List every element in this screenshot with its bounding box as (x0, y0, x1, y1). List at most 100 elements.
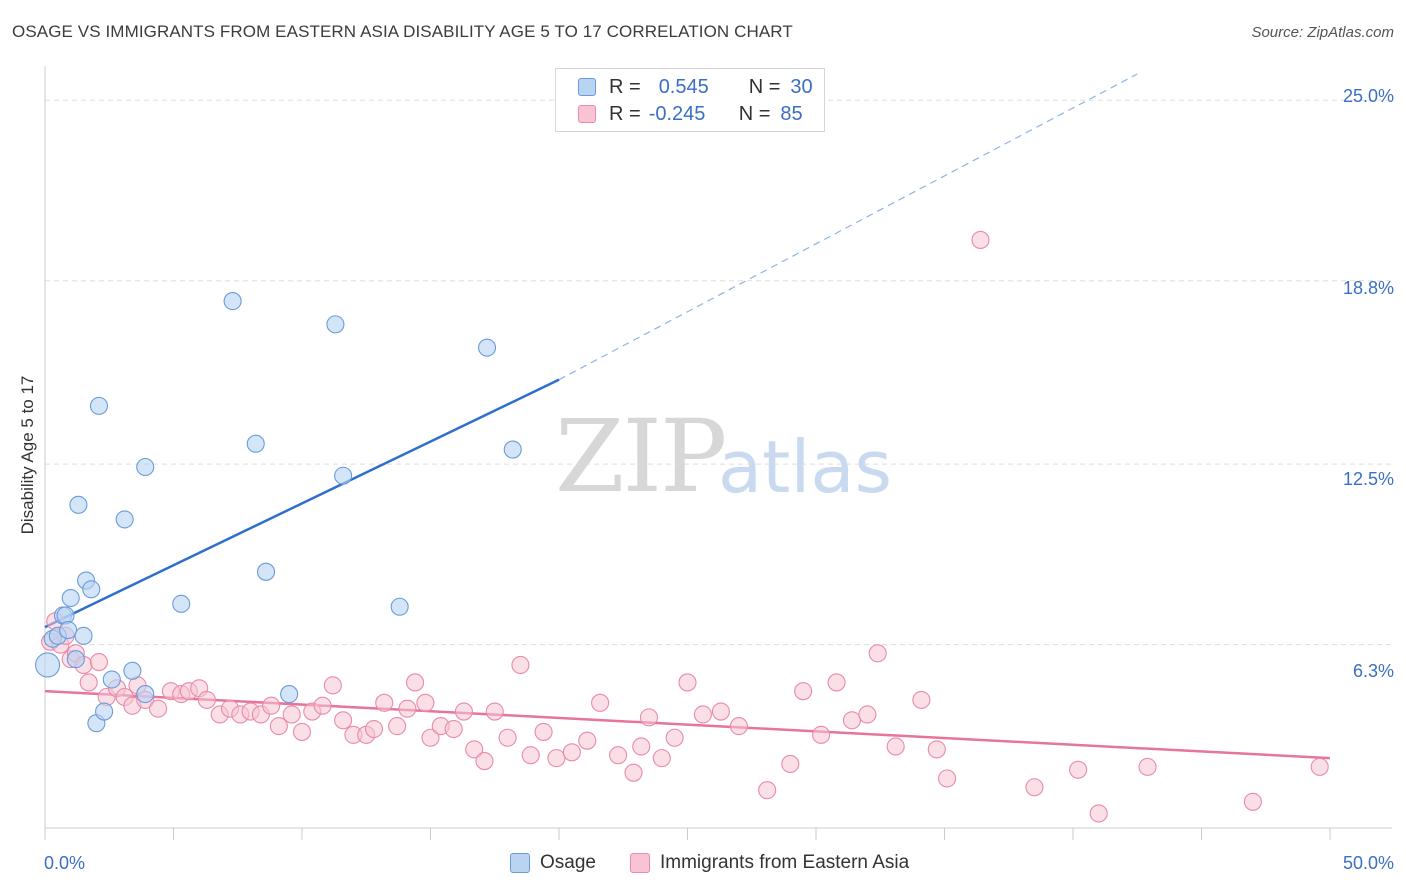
legend-item-osage: Osage (510, 852, 596, 874)
immigrants-point-46 (465, 740, 484, 759)
immigrants-point-40 (406, 673, 425, 692)
osage-point-23 (256, 562, 276, 581)
immigrants-point-54 (562, 743, 581, 762)
immigrants-point-64 (693, 705, 712, 724)
osage-point-29 (503, 440, 522, 459)
grid-lines (45, 99, 1392, 646)
immigrants-point-31 (313, 696, 332, 715)
immigrants-trend-line (44, 689, 1331, 760)
stats-row-immigrants: R = -0.245 N = 85 (578, 101, 803, 127)
immigrants-point-83 (1138, 757, 1157, 776)
immigrants-point-74 (868, 644, 887, 663)
y-tick-label-25: 25.0% (1342, 86, 1394, 106)
immigrants-point-15 (149, 699, 168, 718)
immigrants-point-69 (794, 682, 813, 701)
osage-point-21 (223, 292, 242, 311)
y-tick-label-6-3: 6.3% (1352, 661, 1394, 681)
osage-swatch-icon (578, 78, 596, 96)
immigrants-point-66 (729, 717, 748, 736)
osage-point-16 (115, 510, 134, 529)
legend-label-osage: Osage (540, 852, 596, 873)
osage-point-6 (61, 588, 80, 608)
osage-point-9 (74, 626, 93, 645)
osage-point-18 (136, 685, 155, 704)
watermark-zip: ZIP (555, 398, 727, 515)
immigrants-point-67 (758, 781, 777, 800)
immigrants-point-61 (652, 749, 671, 768)
r-label: R = (609, 102, 641, 125)
osage-point-13 (89, 396, 109, 415)
osage-point-26 (334, 466, 353, 485)
immigrants-r-value: -0.245 (648, 102, 706, 125)
immigrants-point-85 (1310, 757, 1329, 776)
immigrants-trend-solid (44, 689, 1331, 760)
immigrants-point-80 (1025, 778, 1044, 797)
n-label: N = (738, 102, 771, 125)
immigrants-point-37 (375, 693, 394, 712)
immigrants-point-84 (1243, 792, 1262, 811)
immigrants-point-36 (364, 719, 384, 739)
osage-trend-solid (44, 378, 560, 629)
immigrants-point-79 (971, 230, 990, 249)
osage-point-15 (102, 670, 121, 689)
n-label: N = (748, 75, 781, 98)
osage-point-20 (172, 594, 191, 613)
immigrants-point-47 (475, 751, 494, 771)
immigrants-point-81 (1069, 760, 1088, 779)
osage-point-24 (280, 685, 299, 704)
osage-trend-dashed (558, 73, 1138, 381)
immigrants-point-63 (678, 673, 697, 692)
osage-point-25 (326, 315, 345, 334)
immigrants-point-78 (938, 769, 957, 788)
immigrants-point-48 (485, 702, 504, 721)
osage-point-5 (59, 620, 78, 640)
immigrants-point-39 (398, 699, 417, 718)
immigrants-point-8 (89, 653, 109, 672)
chart-title: OSAGE VS IMMIGRANTS FROM EASTERN ASIA DI… (12, 22, 793, 41)
immigrants-point-70 (812, 725, 831, 744)
immigrants-point-41 (416, 693, 435, 712)
immigrants-point-55 (578, 731, 597, 750)
immigrants-point-56 (591, 693, 610, 712)
osage-points (35, 292, 522, 733)
immigrants-n-value: 85 (780, 102, 803, 125)
immigrants-point-77 (927, 740, 946, 759)
osage-point-11 (82, 580, 101, 599)
osage-point-8 (69, 495, 88, 514)
watermark-atlas: atlas (718, 425, 892, 509)
immigrants-point-28 (282, 705, 301, 724)
osage-point-22 (246, 434, 265, 453)
osage-trend-line (44, 73, 1138, 629)
correlation-stats-box: R = 0.545 N = 30 R = -0.245 N = 85 (555, 68, 825, 132)
immigrants-point-38 (388, 717, 407, 736)
osage-point-17 (123, 661, 142, 680)
immigrants-point-62 (665, 728, 684, 747)
immigrants-point-68 (781, 754, 800, 774)
immigrants-point-42 (421, 728, 440, 747)
stats-row-osage: R = 0.545 N = 30 (578, 74, 813, 100)
immigrants-point-29 (292, 722, 312, 741)
osage-point-7 (66, 650, 85, 669)
immigrants-swatch-icon (578, 105, 596, 123)
immigrants-point-58 (624, 763, 643, 782)
osage-r-value: 0.545 (658, 75, 709, 98)
y-tick-label-18-8: 18.8% (1342, 278, 1394, 298)
osage-point-19 (136, 457, 155, 477)
immigrants-point-50 (511, 655, 530, 675)
immigrants-point-32 (323, 676, 342, 695)
immigrants-point-65 (711, 702, 730, 721)
immigrants-point-75 (886, 737, 905, 756)
immigrants-point-7 (79, 673, 98, 692)
immigrants-point-49 (498, 728, 517, 747)
osage-point-28 (477, 338, 497, 357)
immigrants-point-73 (858, 705, 877, 724)
immigrants-point-20 (197, 690, 216, 709)
immigrants-point-71 (827, 673, 846, 692)
x-tick-label-max: 50.0% (1342, 853, 1394, 873)
immigrants-point-44 (444, 719, 463, 739)
osage-legend-icon (510, 853, 530, 873)
immigrants-point-26 (262, 696, 281, 715)
immigrants-point-57 (609, 746, 628, 765)
immigrants-point-45 (454, 702, 473, 721)
